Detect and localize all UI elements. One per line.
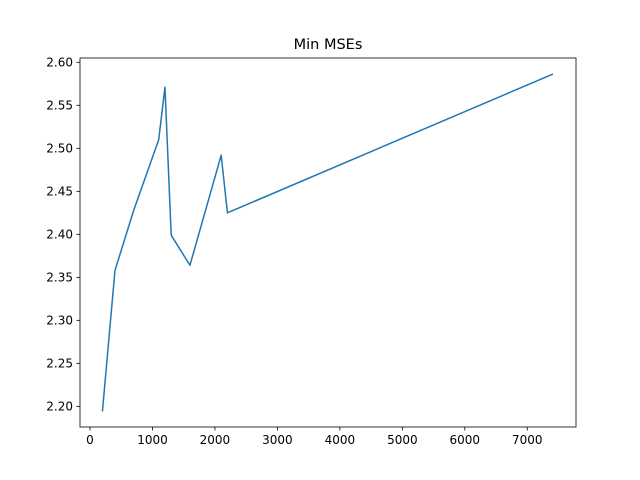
y-tick-label: 2.30 <box>46 314 73 328</box>
y-tick-label: 2.25 <box>46 357 73 371</box>
y-tick-label: 2.50 <box>46 142 73 156</box>
axis-ticks: 0 1000 2000 3000 4000 5000 6000 7000 2.20 2.25 2.3… <box>46 56 542 447</box>
y-tick-label: 2.60 <box>46 56 73 70</box>
y-tick-label: 2.55 <box>46 99 73 113</box>
series-layer <box>101 73 554 412</box>
x-tick-label: 1000 <box>137 433 168 447</box>
plot-area-frame <box>79 57 577 428</box>
y-tick-label: 2.45 <box>46 185 73 199</box>
chart-title: Min MSEs <box>294 37 363 53</box>
x-tick-label: 5000 <box>387 433 418 447</box>
y-tick-label: 2.40 <box>46 228 73 242</box>
x-tick-label: 4000 <box>325 433 356 447</box>
x-tick-label: 3000 <box>262 433 293 447</box>
series-line <box>101 73 554 412</box>
x-tick-label: 2000 <box>200 433 231 447</box>
y-tick-label: 2.35 <box>46 271 73 285</box>
y-tick-label: 2.20 <box>46 400 73 414</box>
x-tick-label: 6000 <box>450 433 481 447</box>
x-tick-label: 0 <box>86 433 94 447</box>
x-tick-label: 7000 <box>512 433 543 447</box>
